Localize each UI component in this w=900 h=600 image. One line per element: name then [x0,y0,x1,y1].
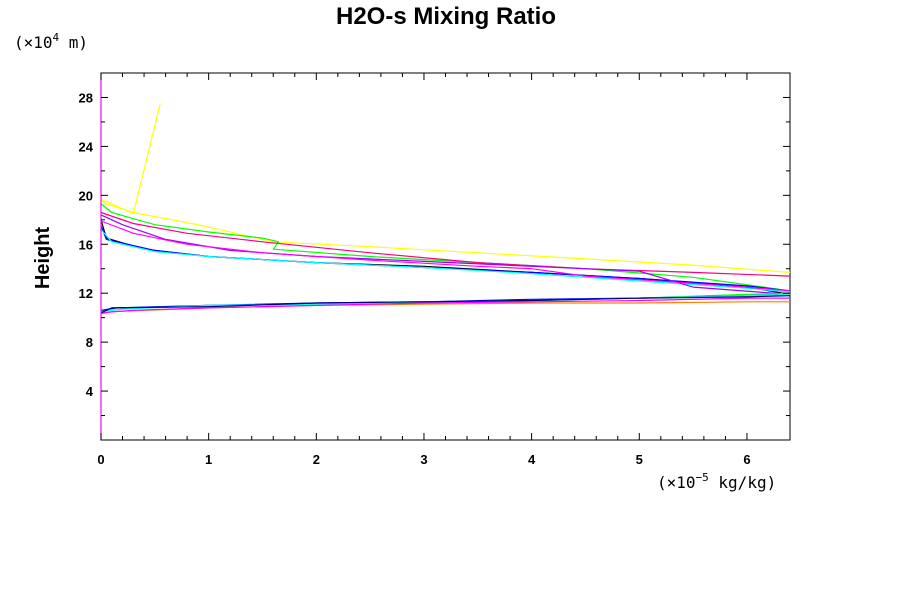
x-tick-label: 5 [636,452,643,467]
y-unit-exponent: 4 [53,31,60,44]
x-tick-label: 3 [420,452,427,467]
y-tick-label: 28 [79,90,93,105]
series-line-3 [100,211,791,277]
y-tick-label: 12 [79,286,93,301]
x-tick-label: 1 [205,452,212,467]
chart-title: H2O-s Mixing Ratio [336,3,556,30]
series-line-14 [100,295,791,314]
y-tick-label: 8 [86,335,93,350]
y-unit-prefix: (×10 [14,33,53,52]
x-unit-label: (×10−5 kg/kg) [657,471,776,492]
series-line-2 [100,203,791,292]
x-unit-exponent: −5 [696,471,709,484]
x-unit-suffix: kg/kg) [709,473,776,492]
y-unit-label: (×104 m) [14,31,88,52]
x-tick-label: 2 [313,452,320,467]
x-tick-label: 0 [97,452,104,467]
y-tick-label: 16 [79,237,93,252]
series-line-6 [100,229,791,293]
y-tick-label: 24 [79,139,94,154]
series-line-12 [100,297,790,314]
series-group [100,103,791,315]
y-tick-label: 4 [86,384,94,399]
series-line-8 [100,220,791,292]
y-axis-label: Height [32,227,54,290]
y-tick-label: 20 [79,188,93,203]
series-line-7 [100,214,791,295]
series-line-1 [100,103,791,273]
y-unit-suffix: m) [59,33,88,52]
x-tick-label: 6 [743,452,750,467]
x-unit-prefix: (×10 [657,473,696,492]
x-tick-label: 4 [528,452,536,467]
